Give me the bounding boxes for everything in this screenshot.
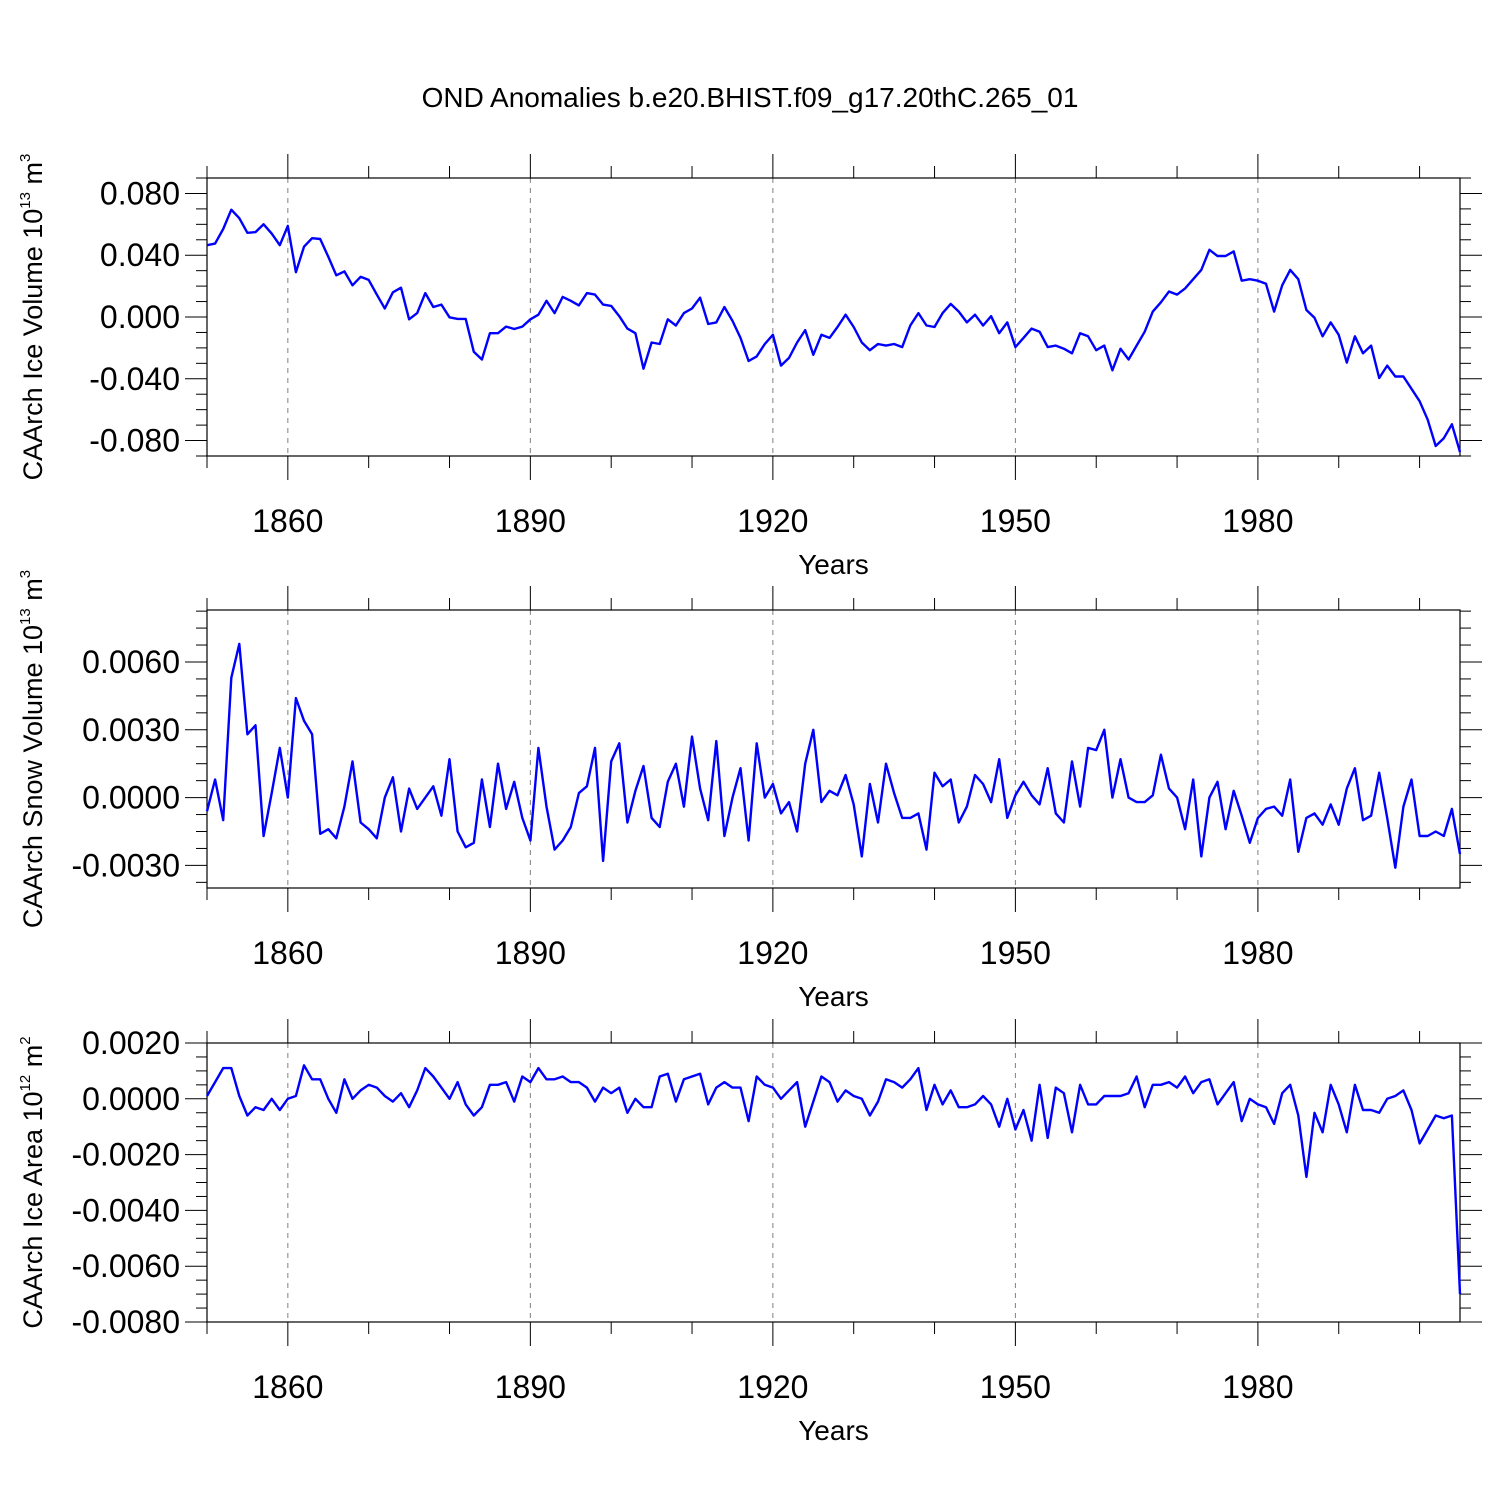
x-tick-label: 1890 — [495, 935, 566, 971]
x-axis-title: Years — [798, 549, 869, 580]
y-axis-title: CAArch Ice Volume 1013 m3 — [17, 154, 48, 481]
y-tick-label: 0.0020 — [82, 1025, 180, 1061]
plot-frame — [206, 609, 1461, 889]
y-tick-label: -0.0060 — [71, 1248, 180, 1284]
x-tick-label: 1920 — [737, 935, 808, 971]
x-tick-label: 1950 — [980, 503, 1051, 539]
series-line — [205, 1064, 1462, 1295]
x-tick-label: 1890 — [495, 503, 566, 539]
y-tick-label: 0.040 — [100, 237, 180, 273]
y-axis-title-exponent: 13 — [17, 608, 34, 625]
x-tick-label: 1890 — [495, 1369, 566, 1405]
y-tick-label: -0.0030 — [71, 847, 180, 883]
y-axis-title-unit-exponent: 3 — [17, 154, 34, 162]
x-tick-label: 1860 — [252, 935, 323, 971]
y-axis-title-exponent: 13 — [17, 192, 34, 209]
x-tick-label: 1980 — [1222, 935, 1293, 971]
x-axis-title: Years — [798, 981, 869, 1012]
series-line — [205, 642, 1462, 869]
x-tick-label: 1920 — [737, 503, 808, 539]
y-axis-title-unit: m — [18, 1045, 48, 1075]
series-line — [206, 208, 1462, 453]
chart-title: OND Anomalies b.e20.BHIST.f09_g17.20thC.… — [422, 82, 1079, 113]
x-tick-label: 1920 — [737, 1369, 808, 1405]
y-axis-title: CAArch Snow Volume 1013 m3 — [17, 570, 48, 928]
y-tick-label: 0.0000 — [82, 1081, 180, 1117]
plot-frame — [206, 177, 1461, 457]
y-axis-title-main: CAArch Ice Area 10 — [18, 1091, 48, 1328]
panel-1: 1860 1890 1920 1950 1980 0.080 0.040 0.000 -0.04… — [17, 154, 1482, 580]
y-tick-label: -0.0080 — [71, 1304, 180, 1340]
y-axis-title-main: CAArch Snow Volume 10 — [18, 625, 48, 928]
y-axis-title-unit: m — [18, 578, 48, 608]
panel-3: 1860 1890 1920 1950 1980 0.0020 0.0000 -0.0020 -… — [17, 1019, 1482, 1446]
y-tick-label: 0.0000 — [82, 780, 180, 816]
y-axis-title-exponent: 12 — [17, 1075, 34, 1092]
y-axis-title-unit: m — [18, 162, 48, 192]
y-axis-title-main: CAArch Ice Volume 10 — [18, 209, 48, 481]
x-tick-label: 1980 — [1222, 1369, 1293, 1405]
x-tick-label: 1950 — [980, 1369, 1051, 1405]
plot-frame — [206, 1042, 1461, 1323]
x-tick-label: 1950 — [980, 935, 1051, 971]
y-tick-label: 0.000 — [100, 299, 180, 335]
x-axis-title: Years — [798, 1415, 869, 1446]
y-axis-title-unit-exponent: 2 — [17, 1036, 34, 1044]
y-axis-title: CAArch Ice Area 1012 m2 — [17, 1036, 48, 1328]
y-tick-label: 0.0030 — [82, 712, 180, 748]
y-tick-label: 0.080 — [100, 175, 180, 211]
y-tick-label: -0.080 — [89, 423, 180, 459]
y-tick-label: -0.0020 — [71, 1137, 180, 1173]
x-tick-label: 1860 — [252, 1369, 323, 1405]
panels: 1860 1890 1920 1950 1980 0.080 0.040 0.000 -0.04… — [17, 154, 1482, 1446]
panel-2: 1860 1890 1920 1950 1980 0.0060 0.0030 0.0000 -0… — [17, 570, 1482, 1012]
x-tick-label: 1980 — [1222, 503, 1293, 539]
y-tick-label: 0.0060 — [82, 644, 180, 680]
y-tick-label: -0.0040 — [71, 1192, 180, 1228]
y-axis-title-unit-exponent: 3 — [17, 570, 34, 578]
x-tick-label: 1860 — [252, 503, 323, 539]
y-tick-label: -0.040 — [89, 361, 180, 397]
